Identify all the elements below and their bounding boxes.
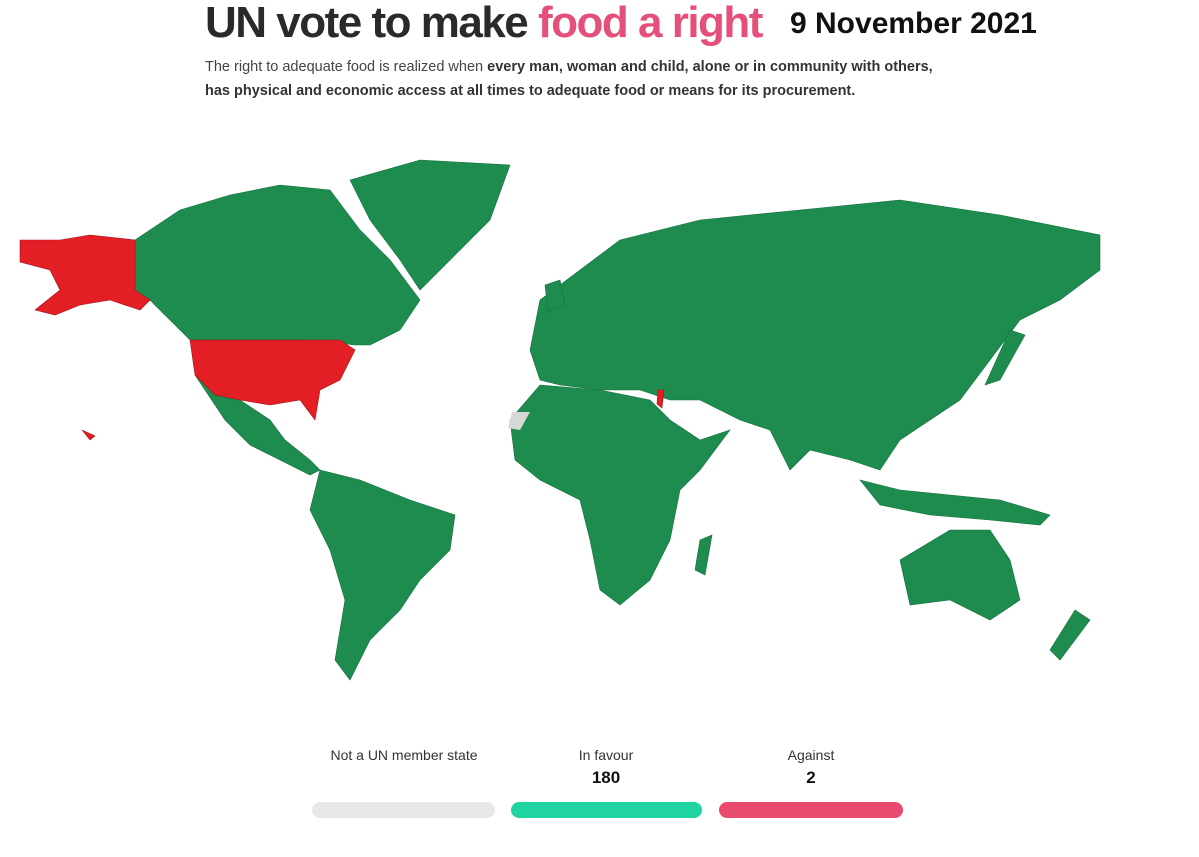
legend-swatch	[312, 802, 495, 818]
world-map	[19, 159, 1101, 681]
israel	[656, 389, 665, 409]
legend-swatch	[511, 802, 702, 818]
new-zealand	[1049, 609, 1091, 661]
legend-label: Against	[787, 747, 835, 763]
legend-label: In favour	[578, 747, 634, 763]
legend-swatch	[719, 802, 903, 818]
canada	[134, 184, 421, 346]
madagascar	[694, 534, 713, 576]
title-highlight: food a right	[538, 0, 763, 47]
legend-count: 180	[591, 768, 621, 787]
subtitle-bold: every man, woman and child, alone or in …	[205, 59, 933, 99]
uk	[544, 279, 566, 313]
legend-count: 2	[806, 768, 816, 787]
subtitle-lead: The right to adequate food is realized w…	[205, 59, 484, 75]
western-sahara	[508, 412, 530, 430]
legend-item: Not a UN member state	[309, 744, 499, 766]
australia	[899, 529, 1021, 621]
indonesia	[859, 479, 1051, 526]
alaska	[19, 234, 151, 316]
hawaii	[81, 429, 96, 441]
legend-label: Not a UN member state	[330, 747, 478, 763]
japan	[984, 329, 1026, 386]
greenland	[349, 159, 511, 291]
south-america	[309, 469, 456, 681]
date: 9 November 2021	[790, 7, 1037, 40]
title: UN vote to make food a right	[205, 0, 763, 47]
title-lead: UN vote to make	[205, 0, 529, 47]
usa	[189, 339, 356, 421]
legend-item: In favour 180	[511, 744, 701, 790]
subtitle: The right to adequate food is realized w…	[205, 55, 945, 103]
africa	[509, 384, 731, 606]
legend-item: Against 2	[716, 744, 906, 790]
